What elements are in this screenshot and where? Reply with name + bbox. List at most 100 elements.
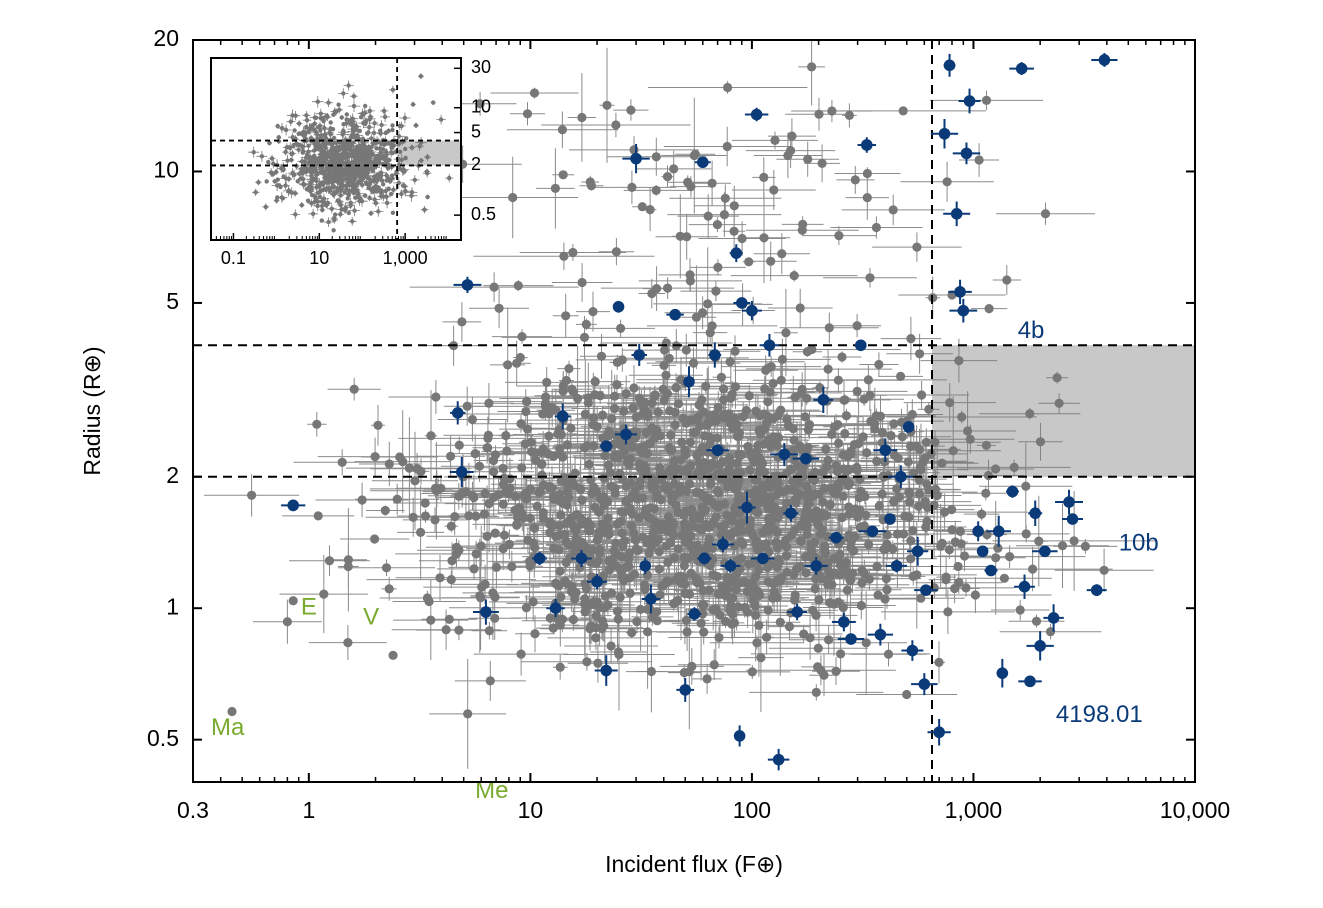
- candidate-point: [713, 402, 723, 413]
- candidate-point: [1057, 541, 1068, 551]
- candidate-point: [430, 483, 441, 493]
- highlighted-point: [976, 545, 989, 558]
- candidate-point: [580, 579, 590, 589]
- inset-candidate-point: [256, 180, 261, 185]
- inset-candidate-point: [307, 156, 312, 162]
- candidate-point: [822, 462, 832, 472]
- candidate-point: [673, 544, 683, 554]
- candidate-point: [562, 579, 572, 589]
- candidate-point: [804, 420, 815, 430]
- candidate-point: [577, 277, 587, 288]
- planet-label-10b: 10b: [1119, 530, 1159, 557]
- candidate-point: [841, 564, 851, 574]
- candidate-point: [563, 539, 574, 550]
- highlighted-points: 4b 10b 4198.01: [281, 53, 1159, 771]
- candidate-point: [621, 441, 631, 451]
- highlighted-point: [600, 440, 613, 452]
- highlighted-point: [556, 410, 569, 423]
- candidate-point: [503, 360, 513, 370]
- inset-candidate-point: [352, 177, 357, 182]
- inset-candidate-point: [366, 182, 371, 188]
- candidate-point: [825, 500, 835, 510]
- candidate-point: [733, 431, 743, 441]
- candidate-point: [725, 418, 736, 429]
- candidate-point: [643, 627, 653, 637]
- candidate-point: [804, 499, 814, 509]
- inset-candidate-point: [343, 171, 348, 177]
- candidate-point: [526, 437, 536, 447]
- candidate-point: [722, 141, 732, 152]
- candidate-point: [917, 390, 927, 400]
- candidate-point: [727, 389, 737, 399]
- candidate-point: [814, 109, 824, 119]
- candidate-point: [914, 489, 925, 499]
- candidate-point: [557, 614, 568, 624]
- inset-candidate-point: [417, 144, 422, 149]
- candidate-point: [711, 512, 721, 522]
- candidate-point: [861, 638, 871, 648]
- candidate-point: [665, 464, 675, 474]
- highlighted-point: [810, 560, 822, 572]
- inset-candidate-point: [253, 190, 258, 195]
- candidate-point: [430, 515, 440, 525]
- inset-candidate-point: [335, 145, 340, 150]
- candidate-point: [1034, 536, 1044, 546]
- candidate-point: [701, 381, 711, 391]
- x-axis-label: Incident flux (F⊕): [605, 851, 783, 877]
- candidate-point: [669, 553, 680, 563]
- inset-candidate-point: [361, 160, 367, 165]
- candidate-point: [687, 504, 697, 514]
- candidate-point: [1031, 616, 1042, 626]
- candidate-point: [639, 397, 650, 408]
- candidate-point: [749, 596, 759, 607]
- candidate-point: [852, 321, 862, 331]
- candidate-point: [482, 443, 492, 453]
- candidate-point: [849, 440, 859, 450]
- candidate-point: [563, 481, 573, 491]
- candidate-point: [852, 386, 862, 396]
- highlighted-point: [717, 538, 729, 551]
- candidate-point: [730, 541, 740, 551]
- candidate-point: [566, 423, 576, 433]
- highlighted-point: [957, 304, 970, 317]
- candidate-point: [612, 561, 622, 571]
- inset-candidate-point: [357, 128, 362, 134]
- inset-candidate-point: [339, 156, 344, 161]
- candidate-point: [667, 445, 677, 455]
- highlighted-point: [854, 339, 867, 352]
- inset-candidate-point: [372, 121, 377, 126]
- solar-system-point: [388, 650, 398, 660]
- inset-y-tick-label: 2: [471, 154, 481, 174]
- inset-candidate-point: [274, 183, 280, 188]
- candidate-point: [431, 392, 441, 402]
- candidate-point: [542, 377, 552, 387]
- candidate-point: [645, 439, 655, 449]
- candidate-point: [838, 602, 848, 613]
- candidate-point: [631, 544, 642, 554]
- candidate-point: [687, 518, 697, 528]
- inset-candidate-point: [315, 190, 321, 195]
- candidate-point: [517, 463, 527, 473]
- highlighted-point: [799, 452, 812, 465]
- highlighted-point: [461, 279, 474, 291]
- candidate-point: [790, 595, 800, 605]
- inset-candidate-point: [300, 150, 305, 155]
- candidate-point: [467, 414, 477, 425]
- inset-candidate-point: [331, 184, 337, 189]
- inset-candidate-point: [447, 175, 452, 181]
- inset-candidate-point: [318, 128, 323, 133]
- candidate-point: [965, 434, 975, 444]
- y-tick-label: 1: [166, 593, 179, 619]
- candidate-point: [833, 480, 843, 490]
- candidate-point: [741, 405, 751, 416]
- candidate-point: [603, 513, 613, 523]
- inset-candidate-point: [425, 154, 430, 160]
- candidate-point: [554, 545, 564, 555]
- inset-candidate-point: [326, 100, 331, 105]
- inset-candidate-point: [288, 119, 293, 124]
- candidate-point: [843, 464, 853, 474]
- candidate-point: [548, 623, 558, 633]
- candidate-point: [703, 299, 713, 309]
- candidate-point: [776, 375, 786, 385]
- candidate-point: [484, 499, 494, 509]
